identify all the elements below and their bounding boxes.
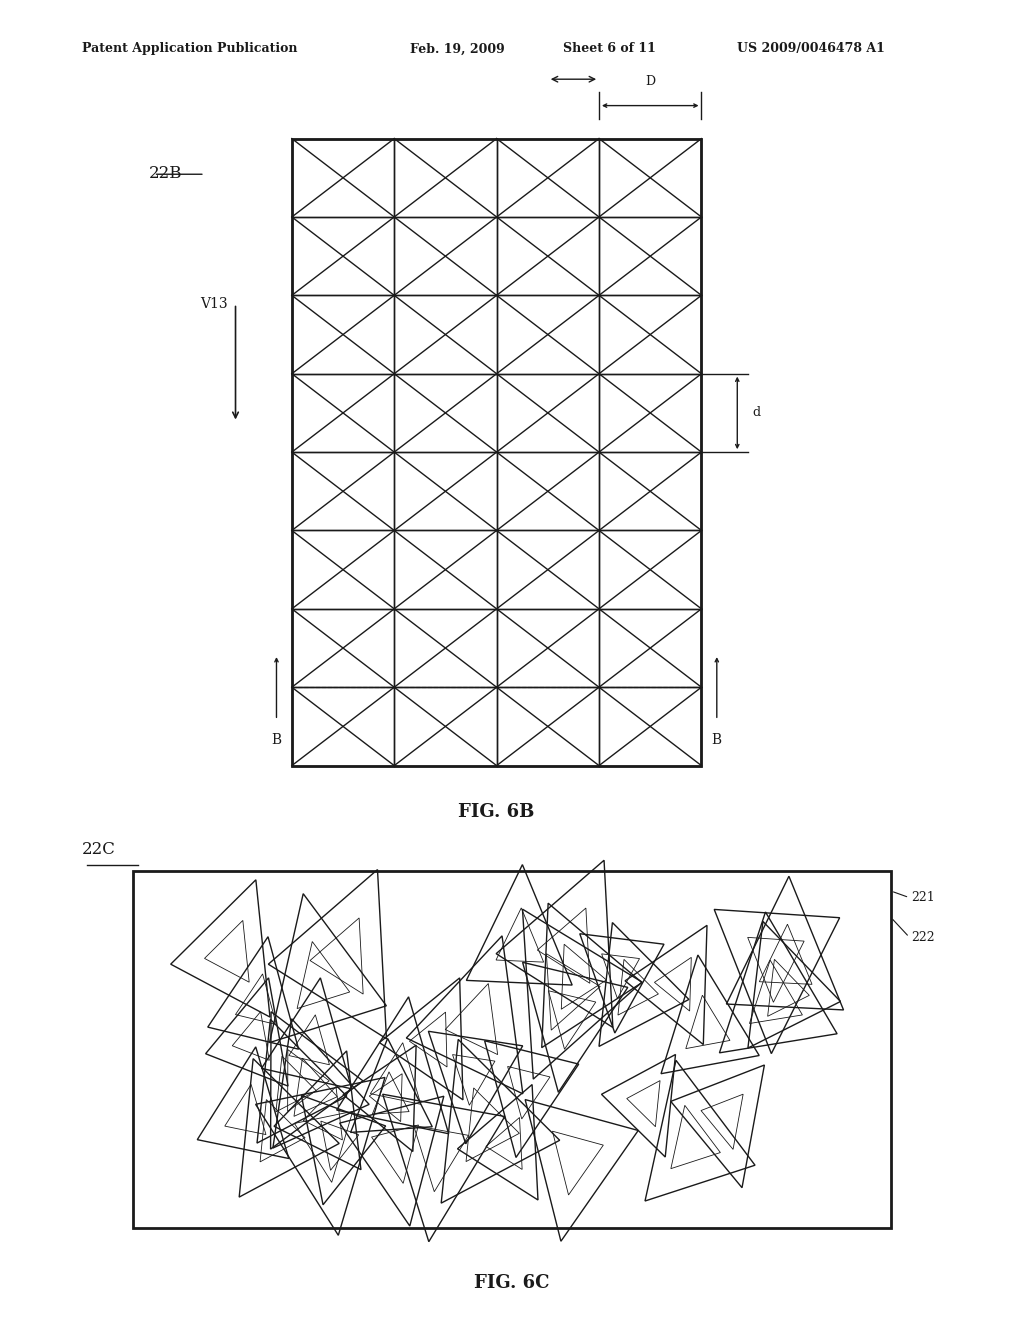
Text: V13: V13 [200, 297, 227, 310]
Text: 22B: 22B [148, 165, 182, 182]
Text: 222: 222 [911, 931, 935, 944]
Text: FIG. 6C: FIG. 6C [474, 1274, 550, 1292]
Text: B: B [712, 734, 722, 747]
Text: D: D [645, 75, 655, 88]
Text: Patent Application Publication: Patent Application Publication [82, 42, 297, 55]
Text: 22C: 22C [82, 841, 116, 858]
Text: US 2009/0046478 A1: US 2009/0046478 A1 [737, 42, 885, 55]
Text: d: d [753, 407, 761, 420]
Text: B: B [271, 734, 282, 747]
Text: FIG. 6B: FIG. 6B [459, 803, 535, 821]
Text: Feb. 19, 2009: Feb. 19, 2009 [410, 42, 505, 55]
Text: Sheet 6 of 11: Sheet 6 of 11 [563, 42, 656, 55]
Text: 221: 221 [911, 891, 935, 904]
